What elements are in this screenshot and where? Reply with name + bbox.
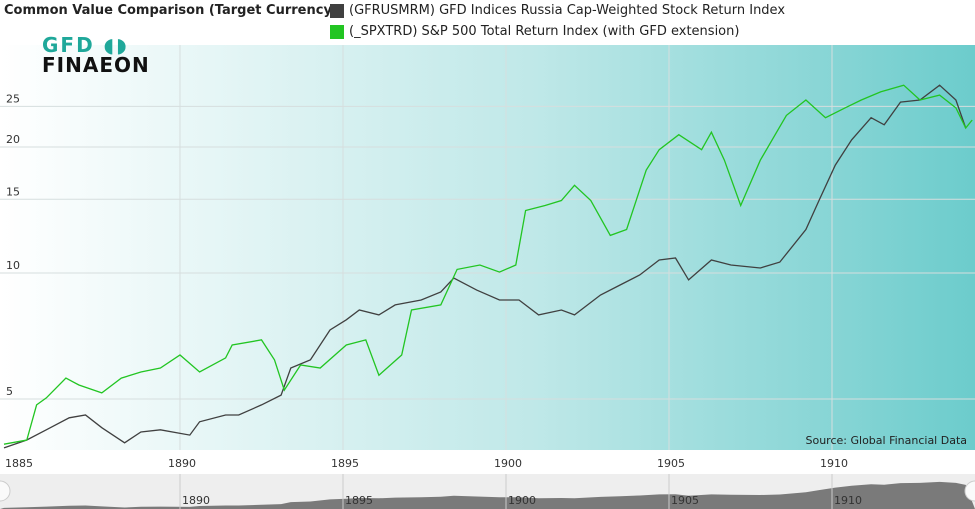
series-line-russia	[3, 84, 967, 449]
navigator-series-area	[0, 481, 975, 509]
x-tick-label: 1885	[5, 457, 33, 470]
legend-item-sp500[interactable]: (_SPXTRD) S&P 500 Total Return Index (wi…	[330, 24, 739, 39]
legend-label: (_SPXTRD) S&P 500 Total Return Index (wi…	[349, 24, 740, 39]
x-tick-label: 1910	[820, 457, 848, 470]
navigator-tick-label: 1905	[671, 494, 699, 507]
x-tick-label: 1890	[168, 457, 196, 470]
chart-title: Common Value Comparison (Target Currency…	[4, 3, 338, 18]
navigator-tick-label: 1900	[508, 494, 536, 507]
source-note: Source: Global Financial Data	[806, 434, 968, 447]
x-tick-label: 1900	[494, 457, 522, 470]
legend-swatch	[330, 24, 344, 39]
y-tick-label: 5	[6, 385, 13, 398]
navigator-tick-label: 1910	[834, 494, 862, 507]
x-tick-label: 1895	[331, 457, 359, 470]
navigator-tick-label: 1890	[182, 494, 210, 507]
legend-label: (GFRUSMRM) GFD Indices Russia Cap-Weight…	[349, 3, 786, 18]
y-tick-label: 25	[6, 92, 20, 105]
y-tick-label: 10	[6, 259, 20, 272]
legend-swatch	[330, 3, 344, 18]
gfd-finaeon-logo: GFD ◖◗ FINAEON	[42, 33, 150, 77]
navigator-tick-label: 1895	[345, 494, 373, 507]
legend-item-russia[interactable]: (GFRUSMRM) GFD Indices Russia Cap-Weight…	[330, 3, 785, 18]
series-line-sp500	[3, 84, 973, 445]
navigator-left-handle[interactable]	[0, 480, 11, 502]
y-tick-label: 15	[6, 185, 20, 198]
navigator-right-handle[interactable]	[964, 480, 975, 502]
x-tick-label: 1905	[657, 457, 685, 470]
plot-area	[0, 45, 975, 450]
y-tick-label: 20	[6, 133, 20, 146]
